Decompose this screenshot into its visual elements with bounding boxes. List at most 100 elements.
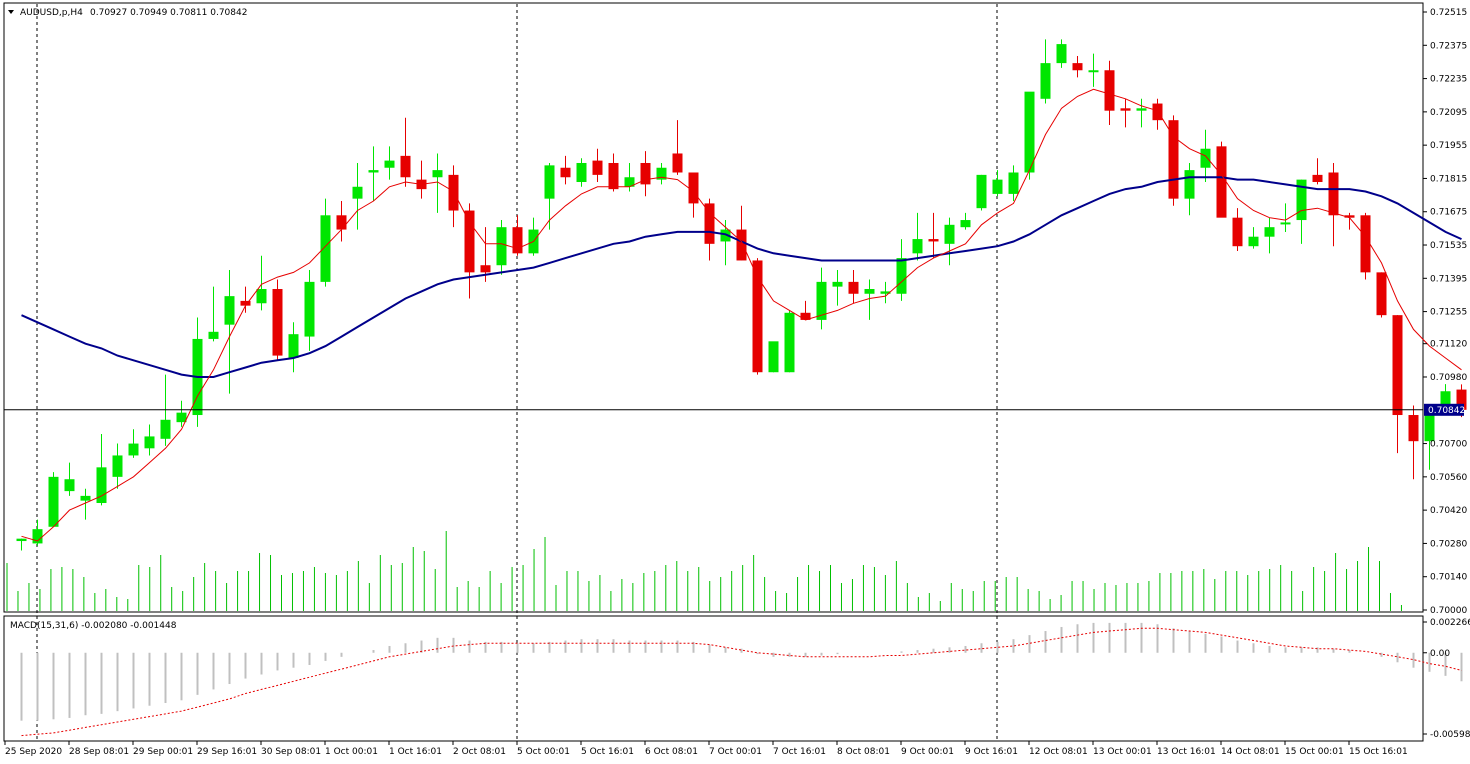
candle-body xyxy=(1360,215,1371,273)
candle-body xyxy=(1344,215,1355,218)
macd-axis: 0.002266 0.00 -0.005983 xyxy=(1423,618,1470,740)
price-tick-label: 0.71120 xyxy=(1430,340,1467,350)
price-tick-label: 0.71395 xyxy=(1430,274,1467,284)
candle-body xyxy=(1232,217,1243,247)
fast-moving-average-line xyxy=(21,88,1462,542)
price-axis: 0.72515 0.72375 0.72235 0.72095 0.71955 0.718… xyxy=(1423,8,1467,616)
price-tick-label: 0.70280 xyxy=(1430,539,1467,549)
candle-body xyxy=(160,419,171,439)
time-tick-label: 30 Sep 08:01 xyxy=(261,747,321,757)
candle xyxy=(432,153,443,213)
candle-body xyxy=(544,165,555,199)
price-tick-label: 0.70700 xyxy=(1430,440,1467,450)
candle-body xyxy=(96,467,107,504)
candle-body xyxy=(976,174,987,209)
candle xyxy=(1072,55,1083,78)
price-tick-label: 0.72095 xyxy=(1430,108,1467,118)
time-tick-label: 9 Oct 00:01 xyxy=(901,747,954,757)
current-price-tag-text: 0.70842 xyxy=(1428,406,1465,416)
candle xyxy=(1312,158,1323,185)
macd-panel-frame xyxy=(3,615,1424,742)
candle-body xyxy=(640,162,651,185)
candle-body xyxy=(688,172,699,204)
candle-body xyxy=(1088,70,1099,73)
candle xyxy=(256,255,267,311)
candle xyxy=(80,488,91,520)
candle xyxy=(656,162,667,185)
candle xyxy=(1040,39,1051,104)
candle-body xyxy=(592,160,603,175)
candle-body xyxy=(1184,170,1195,199)
candle-body xyxy=(896,258,907,294)
candle-body xyxy=(1072,63,1083,71)
candle xyxy=(992,170,1003,197)
candle xyxy=(608,153,619,192)
candle-body xyxy=(1008,172,1019,194)
candle-body xyxy=(576,162,587,183)
time-tick-label: 12 Oct 08:01 xyxy=(1029,747,1088,757)
candle-body xyxy=(464,210,475,273)
candle xyxy=(1104,60,1115,125)
candle-body xyxy=(1200,148,1211,168)
candle-body xyxy=(624,177,635,187)
candle-body xyxy=(16,538,27,542)
period-separators xyxy=(36,4,998,740)
candle xyxy=(304,269,315,351)
candle xyxy=(144,424,155,456)
candle-body xyxy=(704,203,715,244)
price-tick-label: 0.70140 xyxy=(1430,573,1467,583)
candle-body xyxy=(912,239,923,254)
current-price-tag: 0.70842 xyxy=(1424,403,1465,416)
candle xyxy=(448,165,459,228)
time-tick-label: 5 Oct 16:01 xyxy=(581,747,634,757)
candle-body xyxy=(560,167,571,178)
candle xyxy=(704,198,715,261)
candle-body xyxy=(128,443,139,456)
candle-body xyxy=(336,215,347,230)
candle-body xyxy=(288,334,299,358)
dropdown-triangle-icon[interactable] xyxy=(8,10,14,14)
price-tick-label: 0.72375 xyxy=(1430,41,1467,51)
price-tick-label: 0.71675 xyxy=(1430,208,1467,218)
macd-tick-label: -0.005983 xyxy=(1430,730,1470,740)
time-axis: 25 Sep 2020 28 Sep 08:01 29 Sep 00:01 29 Se… xyxy=(4,741,1408,757)
candle xyxy=(864,279,875,320)
candle xyxy=(1232,208,1243,251)
time-tick-label: 14 Oct 08:01 xyxy=(1221,747,1280,757)
candle-body xyxy=(368,170,379,173)
time-tick-label: 2 Oct 08:01 xyxy=(453,747,506,757)
candle xyxy=(400,117,411,187)
candle xyxy=(672,120,683,175)
candle xyxy=(336,201,347,242)
price-tick-label: 0.72515 xyxy=(1430,8,1467,18)
price-tick-label: 0.70560 xyxy=(1430,473,1467,483)
time-tick-label: 29 Sep 00:01 xyxy=(133,747,193,757)
time-tick-label: 7 Oct 16:01 xyxy=(773,747,826,757)
time-tick-label: 15 Oct 16:01 xyxy=(1349,747,1408,757)
macd-tick-label: 0.00 xyxy=(1430,649,1450,659)
candle-body xyxy=(1264,227,1275,237)
candle xyxy=(1120,98,1131,128)
candle-body xyxy=(656,167,667,180)
candle-body xyxy=(992,179,1003,194)
candle-body xyxy=(1136,108,1147,111)
candle-body xyxy=(1216,146,1227,218)
candle-body xyxy=(1040,63,1051,99)
candle xyxy=(1328,162,1339,247)
time-tick-label: 1 Oct 16:01 xyxy=(389,747,442,757)
candle-body xyxy=(944,224,955,244)
candle-body xyxy=(432,170,443,178)
candle-body xyxy=(384,160,395,168)
candle xyxy=(384,146,395,180)
candle-body xyxy=(880,291,891,294)
candle xyxy=(816,267,827,330)
candle-body xyxy=(272,289,283,356)
macd-label: MACD(15,31,6) -0.002080 -0.001448 xyxy=(10,621,177,631)
candle xyxy=(1088,53,1099,87)
symbol-label: AUDUSD,p,H4 xyxy=(20,8,83,18)
candle xyxy=(784,310,795,373)
price-tick-label: 0.72235 xyxy=(1430,75,1467,85)
price-tick-label: 0.71815 xyxy=(1430,174,1467,184)
